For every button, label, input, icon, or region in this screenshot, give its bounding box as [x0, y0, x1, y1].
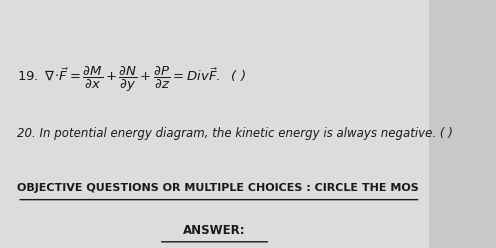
Text: $19.\ \nabla\!\cdot\!\vec{F} = \dfrac{\partial M}{\partial x} + \dfrac{\partial : $19.\ \nabla\!\cdot\!\vec{F} = \dfrac{\p… [17, 65, 247, 94]
Text: 20. In potential energy diagram, the kinetic energy is always negative. ( ): 20. In potential energy diagram, the kin… [17, 127, 453, 140]
Text: OBJECTIVE QUESTIONS OR MULTIPLE CHOICES : CIRCLE THE MOS: OBJECTIVE QUESTIONS OR MULTIPLE CHOICES … [17, 184, 419, 193]
Text: ANSWER:: ANSWER: [183, 224, 246, 237]
FancyBboxPatch shape [0, 0, 429, 248]
